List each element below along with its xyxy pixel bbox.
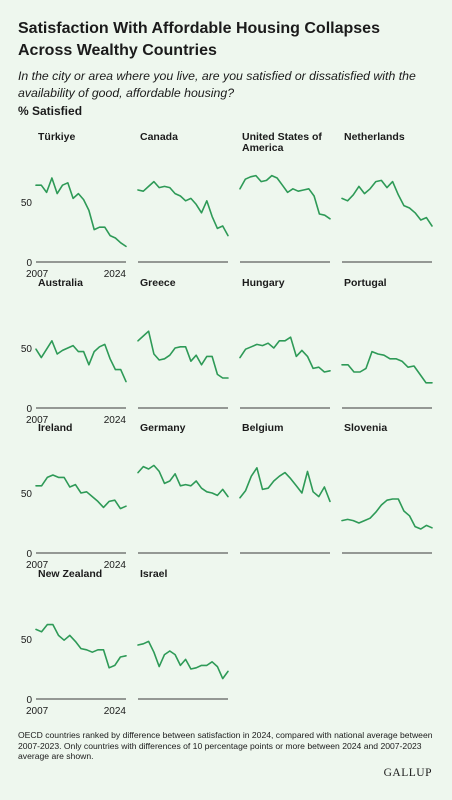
panel-new-zealand: New Zealand 0 50 2007 2024 [21,568,127,717]
panel-turkiye: Türkiye 0 50 2007 2024 [21,131,127,280]
x-tick-label: 2007 [26,560,49,571]
y-tick-label: 0 [26,549,32,560]
y-tick-label: 50 [21,198,33,209]
panel-title-slovenia: Slovenia [344,422,387,434]
panel-title-new-zealand: New Zealand [38,568,102,580]
panel-title-belgium: Belgium [242,422,283,434]
series-line-australia [35,339,127,383]
y-tick-label: 0 [26,258,32,269]
panel-belgium: Belgium [239,422,331,554]
chart-title: Satisfaction With Affordable Housing Col… [18,20,380,59]
panel-title-greece: Greece [140,277,176,289]
panel-slovenia: Slovenia [341,422,433,554]
x-tick-label: 2024 [104,706,127,717]
panel-title-portugal: Portugal [344,277,387,289]
panel-title-ireland: Ireland [38,422,72,434]
footnote: OECD countries ranked by difference betw… [18,730,433,761]
panel-hungary: Hungary [239,277,331,409]
gallup-logo: GALLUP [383,767,432,779]
series-line-germany [137,464,229,498]
series-line-turkiye [35,177,127,248]
panel-title-turkiye: Türkiye [38,131,76,143]
series-line-belgium [239,466,331,503]
panel-greece: Greece [137,277,229,409]
series-line-hungary [239,336,331,373]
panel-netherlands: Netherlands [341,131,433,263]
series-line-greece [137,330,229,379]
x-tick-label: 2007 [26,706,49,717]
series-line-united-states-of-america [239,174,331,220]
unit-label: % Satisfied [18,104,83,118]
panel-title-hungary: Hungary [242,277,285,289]
y-tick-label: 0 [26,695,32,706]
y-tick-label: 50 [21,635,33,646]
panel-title-canada: Canada [140,131,178,143]
panel-title-israel: Israel [140,568,168,580]
chart-subtitle: In the city or area where you live, are … [18,69,416,100]
series-line-canada [137,180,229,237]
panel-united-states-of-america: United States of America [239,131,331,263]
y-tick-label: 50 [21,344,33,355]
panel-title-netherlands: Netherlands [344,131,405,143]
panel-portugal: Portugal [341,277,433,409]
x-tick-label: 2024 [104,560,127,571]
panel-title-australia: Australia [38,277,83,289]
y-tick-label: 50 [21,489,33,500]
x-tick-label: 2024 [104,269,127,280]
series-line-new-zealand [35,623,127,669]
panel-title-united-states-of-america: United States of America [242,131,322,154]
series-line-slovenia [341,498,433,530]
panel-title-germany: Germany [140,422,186,434]
panel-australia: Australia 0 50 2007 2024 [21,277,127,426]
x-tick-label: 2007 [26,269,49,280]
series-line-netherlands [341,179,433,227]
series-line-israel [137,640,229,680]
panel-israel: Israel [137,568,229,700]
y-tick-label: 0 [26,404,32,415]
x-tick-label: 2024 [104,415,127,426]
panel-germany: Germany [137,422,229,554]
x-tick-label: 2007 [26,415,49,426]
series-line-portugal [341,350,433,384]
panel-canada: Canada [137,131,229,263]
series-line-ireland [35,474,127,510]
panel-ireland: Ireland 0 50 2007 2024 [21,422,127,571]
